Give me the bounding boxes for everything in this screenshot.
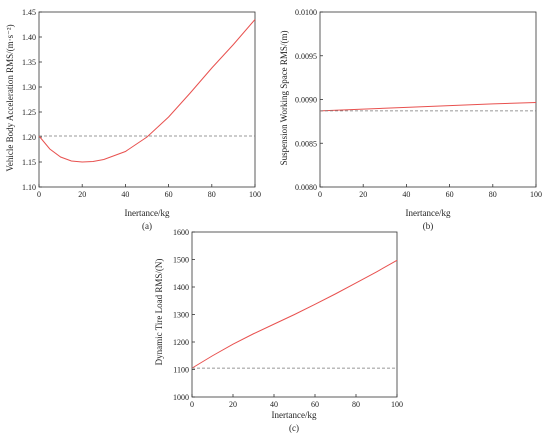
panel-c-xtick-label: 20 <box>229 400 237 409</box>
panel-c-xtick-label: 60 <box>311 400 319 409</box>
chart-panel-c: Dynamic Tire Load RMS/(N) Inertance/kg (… <box>154 228 403 433</box>
panel-c-xtick-label: 40 <box>270 400 278 409</box>
panel-a-ytick-label: 1.25 <box>22 108 36 117</box>
panel-b-ytick-label: 0.0090 <box>295 96 317 105</box>
panel-c-xtick-label: 0 <box>190 400 194 409</box>
panel-a-series-line <box>38 19 256 163</box>
panel-a-frame <box>38 11 256 188</box>
panel-a-xtick-label: 40 <box>121 190 129 199</box>
panel-c-ylabel: Dynamic Tire Load RMS/(N) <box>154 259 164 366</box>
panel-c-ytick-label: 1100 <box>173 366 189 375</box>
panel-a-xtick-label: 60 <box>165 190 173 199</box>
panel-c-series-line <box>191 259 398 369</box>
panel-b-ylabel: Suspension Working Space RMS/(m) <box>279 31 289 166</box>
panel-c-label: (c) <box>289 423 299 433</box>
panel-a-ytick-label: 1.35 <box>22 58 36 67</box>
panel-a-ytick-label: 1.45 <box>22 8 36 17</box>
panel-b-ytick-label: 0.0095 <box>295 52 317 61</box>
panel-b-xtick-label: 60 <box>446 190 454 199</box>
panel-c-ytick-label: 1000 <box>173 393 189 402</box>
panel-c-xtick-label: 80 <box>352 400 360 409</box>
panel-a-xtick-label: 80 <box>208 190 216 199</box>
panel-b-xlabel: Inertance/kg <box>406 208 451 218</box>
chart-panel-a: Vehicle Body Acceleration RMS/(m·s⁻²) In… <box>5 8 261 231</box>
panel-a-ytick-label: 1.20 <box>22 133 36 142</box>
panel-c-ytick-label: 1200 <box>173 338 189 347</box>
panel-c-ytick-label: 1300 <box>173 311 189 320</box>
chart-panel-b: Suspension Working Space RMS/(m) Inertan… <box>279 8 542 231</box>
panel-b-xtick-label: 80 <box>489 190 497 199</box>
panel-b-frame <box>319 11 537 188</box>
panel-c-xlabel: Inertance/kg <box>272 410 317 420</box>
panel-a-ytick-label: 1.15 <box>22 158 36 167</box>
panel-c-ytick-label: 1400 <box>173 283 189 292</box>
panel-a-xtick-label: 0 <box>37 190 41 199</box>
panel-c-ytick-label: 1600 <box>173 228 189 237</box>
panel-b-xtick-label: 20 <box>359 190 367 199</box>
panel-b-xtick-label: 40 <box>402 190 410 199</box>
panel-b-xtick-label: 0 <box>318 190 322 199</box>
panel-b-xtick-label: 100 <box>530 190 542 199</box>
panel-c-xtick-label: 100 <box>391 400 403 409</box>
panel-a-label: (a) <box>142 221 152 231</box>
panel-a-ytick-label: 1.40 <box>22 33 36 42</box>
panel-b-ytick-label: 0.0080 <box>295 183 317 192</box>
panel-b-label: (b) <box>423 221 434 231</box>
panel-b-ytick-label: 0.0085 <box>295 139 317 148</box>
panel-a-ytick-label: 1.30 <box>22 83 36 92</box>
panel-a-ylabel: Vehicle Body Acceleration RMS/(m·s⁻²) <box>5 24 15 171</box>
panel-a-xlabel: Inertance/kg <box>125 208 170 218</box>
panel-a-ytick-label: 1.10 <box>22 183 36 192</box>
panel-b-ytick-label: 0.0100 <box>295 8 317 17</box>
panel-b-series-line <box>319 102 537 112</box>
panel-a-xtick-label: 20 <box>78 190 86 199</box>
panel-a-xtick-label: 100 <box>249 190 261 199</box>
panel-c-ytick-label: 1500 <box>173 256 189 265</box>
